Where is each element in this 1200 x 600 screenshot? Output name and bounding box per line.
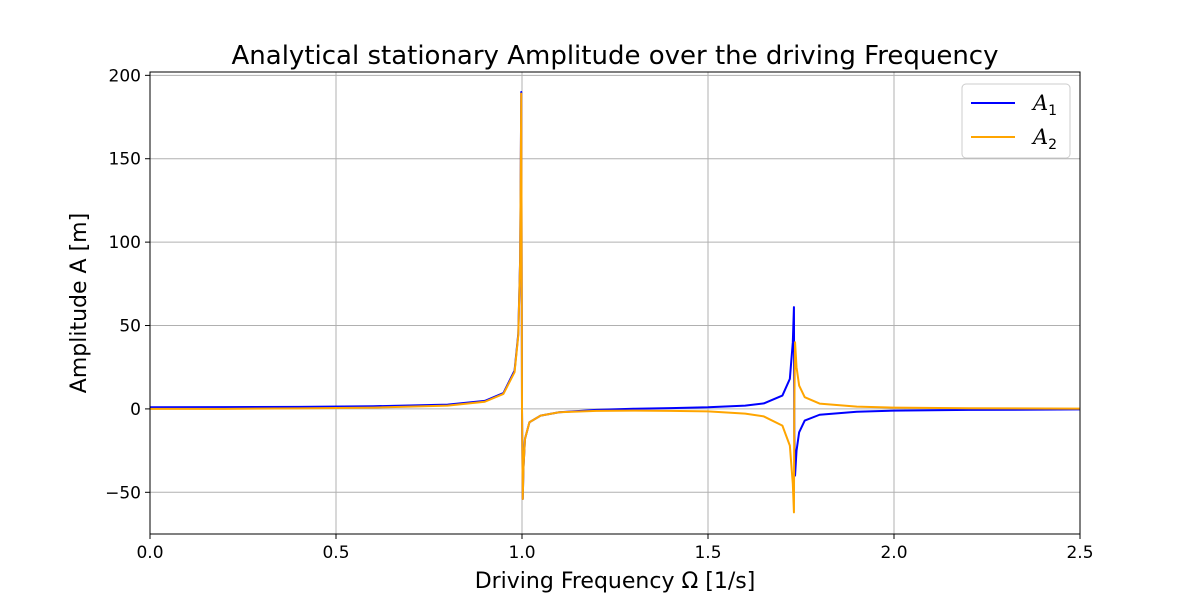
plot-area [149, 91, 1081, 514]
chart-title: Analytical stationary Amplitude over the… [232, 41, 999, 71]
y-tick-label: 0 [130, 400, 141, 420]
y-tick-label: 200 [109, 66, 141, 86]
axes-frame [149, 71, 1081, 535]
y-axis-ticks: −50 0 50 100 150 200 [105, 66, 150, 503]
series-line-a1 [149, 91, 1081, 500]
x-tick-label: 0.0 [136, 543, 163, 563]
y-tick-label: 150 [109, 150, 141, 170]
x-axis-label: Driving Frequency Ω [1/s] [475, 569, 756, 594]
grid [149, 72, 1081, 534]
x-tick-label: 2.0 [880, 543, 907, 563]
series-line-a2 [149, 92, 1081, 514]
y-tick-label: 100 [109, 233, 141, 253]
y-axis-label: Amplitude A [m] [67, 213, 92, 393]
x-tick-label: 1.0 [508, 543, 535, 563]
y-tick-label: 50 [119, 317, 141, 337]
y-tick-label: −50 [105, 483, 141, 503]
x-tick-label: 0.5 [322, 543, 349, 563]
x-axis-ticks: 0.0 0.5 1.0 1.5 2.0 2.5 [136, 534, 1094, 563]
x-tick-label: 2.5 [1066, 543, 1093, 563]
x-tick-label: 1.5 [694, 543, 721, 563]
